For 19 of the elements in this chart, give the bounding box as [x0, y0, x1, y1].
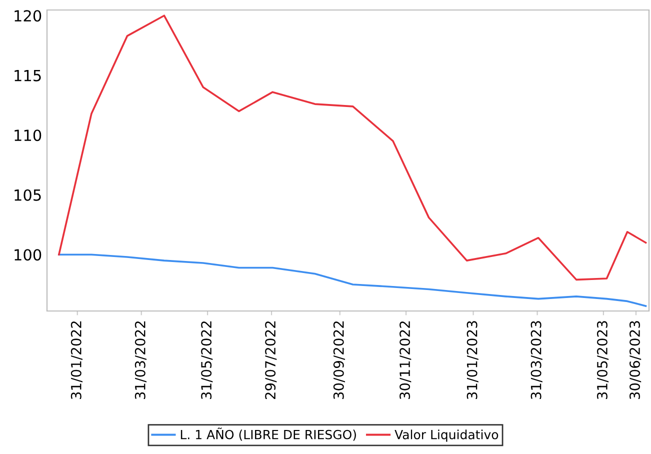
y-tick-label: 100	[14, 249, 42, 261]
x-tick-label: 31/03/2022	[134, 321, 146, 400]
x-tick-label: 31/01/2023	[466, 321, 478, 400]
y-tick-label: 110	[14, 130, 42, 142]
y-tick-label: 115	[14, 70, 41, 82]
x-tick-label: 30/06/2023	[630, 321, 642, 400]
y-tick-label: 120	[14, 10, 42, 22]
y-tick-label: 105	[14, 189, 41, 201]
x-tick-label: 29/07/2022	[265, 321, 277, 400]
x-tick-label: 31/03/2023	[530, 321, 542, 400]
x-tick-label: 30/09/2022	[333, 321, 345, 400]
legend-label: L. 1 AÑO (LIBRE DE RIESGO)	[180, 428, 356, 441]
legend-label: Valor Liquidativo	[394, 430, 498, 442]
x-tick-label: 31/05/2023	[596, 321, 609, 400]
line-series	[58, 254, 647, 307]
line-series	[58, 14, 647, 281]
x-tick-label: 30/11/2022	[400, 321, 412, 400]
x-tick-label: 31/01/2022	[70, 321, 82, 400]
x-tick-label: 31/05/2022	[201, 321, 213, 400]
